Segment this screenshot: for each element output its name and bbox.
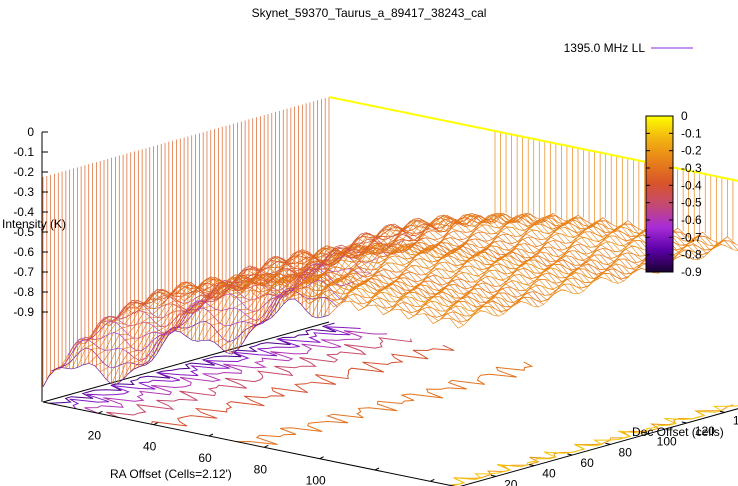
- colorbar-tick-label: -0.1: [681, 126, 702, 140]
- y-tick-label: 80: [619, 445, 633, 459]
- y-axis-label: Dec Offset (cells): [632, 425, 724, 439]
- surface-column: [233, 212, 520, 299]
- z-tick-label: -0.9: [13, 305, 34, 319]
- surface-column: [316, 217, 604, 300]
- surface-column: [291, 214, 579, 297]
- surface-column: [441, 236, 728, 320]
- x-tick-mark: [374, 467, 380, 471]
- colorbar-tick-label: -0.9: [681, 265, 702, 279]
- surface-row: [77, 274, 493, 368]
- x-tick-label: 60: [198, 451, 212, 465]
- z-tick-label: -0.8: [13, 285, 34, 299]
- surface-column: [134, 227, 421, 314]
- y-tick-label: 60: [580, 456, 594, 470]
- surface-column: [366, 223, 653, 307]
- z-tick-label: -0.3: [13, 185, 34, 199]
- surface-column: [300, 216, 587, 298]
- y-axis-line: [459, 408, 738, 486]
- surface-column: [341, 220, 628, 303]
- chart-title: Skynet_59370_Taurus_a_89417_38243_cal: [252, 6, 487, 20]
- colorbar-tick-label: -0.7: [681, 230, 702, 244]
- z-tick-label: -0.7: [13, 265, 34, 279]
- contour-line: [69, 326, 361, 410]
- x-axis-label: RA Offset (Cells=2.12'): [110, 467, 232, 481]
- z-tick-label: -0.4: [13, 205, 34, 219]
- z-tick-label: -0.1: [13, 145, 34, 159]
- contour-line: [236, 361, 534, 445]
- base-axes: 2040608010012014020406080100120140: [42, 321, 738, 486]
- x-axis-line: [42, 401, 456, 486]
- colorbar: 0 -0.1 -0.2 -0.3 -0.4 -0.5 -0.6 -0.7 -0.8 -0.9: [645, 109, 702, 279]
- z-tick-label: -0.2: [13, 165, 34, 179]
- surface-row: [140, 265, 556, 367]
- z-tick-label: 0: [27, 125, 34, 139]
- contour-line: [106, 337, 413, 418]
- x-tick-label: 20: [88, 428, 102, 442]
- surface-column: [241, 212, 529, 294]
- surface-column: [167, 217, 454, 299]
- x-tick-mark: [430, 478, 435, 482]
- x-tick-mark: [208, 433, 214, 437]
- y-tick-mark: [719, 410, 726, 413]
- surface-column: [42, 298, 330, 388]
- y-tick-mark: [643, 432, 649, 435]
- x-tick-mark: [153, 422, 158, 426]
- y-tick-label: 140: [733, 413, 738, 427]
- surface-column: [258, 213, 545, 300]
- contour-line: [84, 330, 388, 414]
- colorbar-tick-label: -0.6: [681, 213, 702, 227]
- legend-label: 1395.0 MHz LL: [564, 41, 646, 55]
- y-tick-mark: [491, 474, 497, 477]
- colorbar-tick-label: -0.4: [681, 178, 702, 192]
- surface-column: [333, 222, 620, 308]
- y-tick-label: 100: [657, 435, 677, 449]
- colorbar-tick-label: -0.3: [681, 161, 702, 175]
- legend: 1395.0 MHz LL: [564, 41, 693, 55]
- contour-line: [49, 322, 337, 404]
- x-tick-mark: [319, 456, 324, 460]
- surface-column: [308, 218, 595, 304]
- surface-column: [225, 212, 512, 292]
- surface-column: [391, 227, 678, 311]
- colorbar-tick-label: -0.2: [681, 144, 702, 158]
- colorbar-gradient: [645, 115, 674, 273]
- y-tick-label: 120: [695, 424, 715, 438]
- top-edge: [328, 96, 738, 182]
- z-axis-label: Intensity (K): [2, 217, 66, 231]
- x-tick-label: 100: [306, 474, 326, 486]
- colorbar-ticks: 0 -0.1 -0.2 -0.3 -0.4 -0.5 -0.6 -0.7 -0.8 -0.9: [646, 109, 702, 279]
- y-tick-mark: [567, 453, 573, 456]
- surface-column: [125, 232, 413, 309]
- x-tick-mark: [264, 444, 269, 448]
- contour-lines: [49, 322, 738, 486]
- colorbar-tick-label: -0.5: [681, 196, 702, 210]
- z-tick-label: -0.6: [13, 245, 34, 259]
- z-axis: 0 -0.1 -0.2 -0.3 -0.4 -0.5 -0.6 -0.7 -0.8 -0.9: [13, 125, 48, 402]
- y-tick-label: 20: [504, 477, 518, 486]
- y-tick-mark: [605, 442, 611, 445]
- surface-row: [197, 242, 613, 342]
- surface-column: [183, 215, 471, 302]
- y-tick-mark: [529, 464, 535, 467]
- x-tick-label: 80: [254, 462, 268, 476]
- back-left-edge: [42, 321, 330, 403]
- contour-line: [452, 405, 738, 486]
- surface-column: [92, 247, 379, 333]
- x-tick-mark: [98, 410, 103, 414]
- x-tick-label: 40: [143, 440, 157, 454]
- colorbar-tick-label: -0.8: [681, 248, 702, 262]
- surface-column: [101, 244, 388, 323]
- z-tick-label: -0.5: [13, 225, 34, 239]
- surface-mesh: [42, 96, 738, 388]
- surface-row: [122, 271, 539, 380]
- y-tick-label: 40: [542, 467, 556, 481]
- surface-column: [266, 213, 554, 295]
- colorbar-tick-label: 0: [681, 109, 688, 123]
- contour-line: [151, 344, 455, 427]
- surface-column: [200, 214, 487, 292]
- surface-column: [457, 244, 738, 329]
- y-tick-mark: [681, 421, 687, 424]
